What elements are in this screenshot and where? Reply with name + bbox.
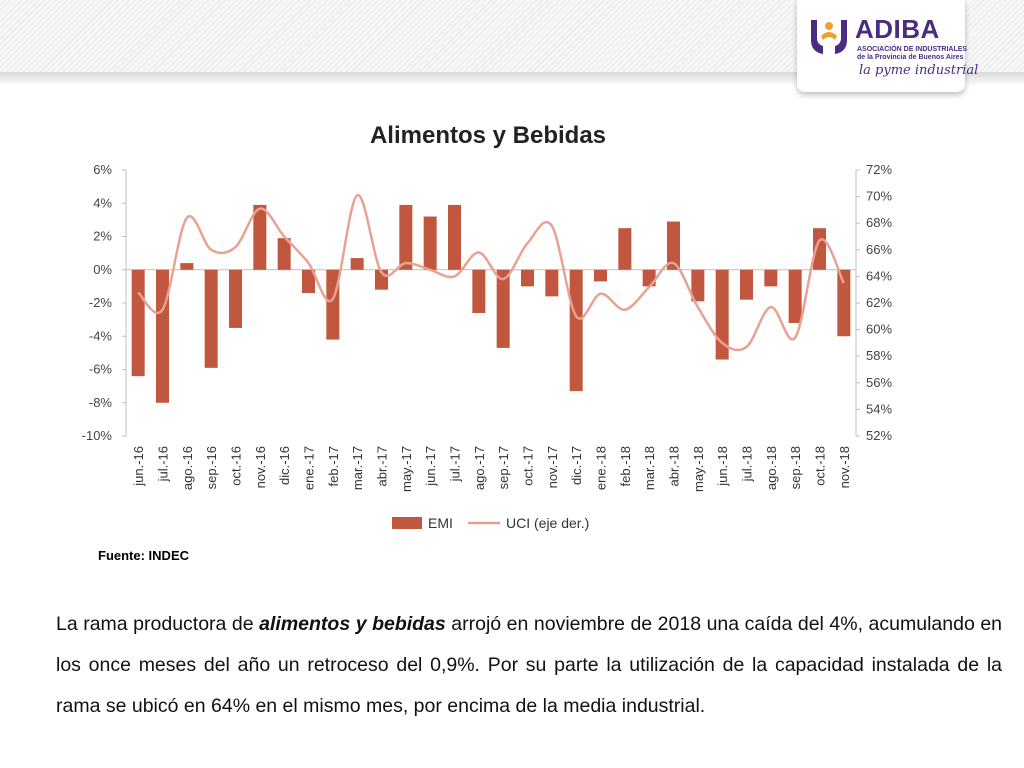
paragraph-text-end: arrojó en noviembre de 2018 una caída de… <box>56 613 1003 717</box>
chart-title: Alimentos y Bebidas <box>370 122 606 149</box>
emi-bar <box>667 221 680 270</box>
emi-bar <box>253 204 267 270</box>
category-label: jun.-16 <box>131 446 146 487</box>
legend-emi-label: EMI <box>428 515 453 531</box>
right-tick-label: 62% <box>866 295 892 310</box>
left-tick-label: 0% <box>93 262 112 277</box>
right-tick-label: 52% <box>866 428 892 443</box>
category-label: mar.-17 <box>350 446 365 490</box>
left-tick-label: -6% <box>89 362 113 377</box>
left-tick-label: -4% <box>89 328 113 343</box>
category-label: ago.-16 <box>180 446 195 490</box>
right-tick-label: 66% <box>866 242 892 257</box>
left-tick-label: 6% <box>93 162 112 177</box>
category-label: feb.-18 <box>618 446 633 486</box>
category-label: jun.-18 <box>715 446 730 487</box>
right-tick-label: 64% <box>866 268 892 283</box>
emi-bar <box>545 269 559 297</box>
summary-paragraph: La rama productora de alimentos y bebida… <box>56 604 1002 727</box>
category-label: dic.-17 <box>569 446 584 485</box>
emi-bar <box>691 269 705 302</box>
logo-hands-icon <box>811 20 847 54</box>
emi-bar <box>156 269 169 403</box>
category-label: may.-18 <box>691 446 706 492</box>
logo-subtitle-2: de la Provincia de Buenos Aires <box>857 54 964 61</box>
category-label: jul.-18 <box>740 446 755 482</box>
logo-name: ADIBA <box>855 14 940 44</box>
category-label: oct.-16 <box>229 446 244 486</box>
right-tick-label: 56% <box>866 375 892 390</box>
logo-subtitle: ASOCIACIÓN DE INDUSTRIALES <box>857 46 968 53</box>
emi-bar <box>764 269 778 287</box>
right-tick-label: 68% <box>866 215 892 230</box>
category-label: jul.-17 <box>448 446 463 482</box>
right-tick-label: 60% <box>866 322 892 337</box>
category-label: feb.-17 <box>326 446 341 486</box>
emi-bar <box>496 269 510 348</box>
emi-bar <box>448 204 461 270</box>
category-label: mar.-18 <box>642 446 657 490</box>
category-label: jul.-16 <box>156 446 171 482</box>
right-tick-label: 72% <box>866 162 892 177</box>
category-label: dic.-16 <box>277 446 292 485</box>
left-tick-label: 2% <box>93 229 112 244</box>
category-label: sep.-16 <box>204 446 219 489</box>
emi-bar <box>740 269 753 300</box>
logo-slogan: la pyme industrial <box>859 63 979 78</box>
category-label: ago.-18 <box>764 446 779 490</box>
emi-bar <box>399 204 413 270</box>
emi-bar <box>302 269 315 294</box>
left-tick-label: -8% <box>89 395 113 410</box>
right-tick-label: 70% <box>866 189 892 204</box>
emi-bar <box>837 269 851 337</box>
category-label: ago.-17 <box>472 446 487 490</box>
emi-bar <box>423 216 437 270</box>
paragraph-text-start: La rama productora de <box>56 613 260 635</box>
legend-emi-swatch <box>392 517 422 529</box>
left-tick-label: 4% <box>93 195 112 210</box>
right-tick-label: 54% <box>866 401 892 416</box>
emi-bar <box>472 269 486 313</box>
left-tick-label: -10% <box>82 428 113 443</box>
category-label: abr.-17 <box>375 446 390 486</box>
emi-bar <box>569 269 583 392</box>
emi-bar <box>521 269 534 287</box>
category-label: nov.-16 <box>253 446 268 488</box>
category-label: abr.-18 <box>667 446 682 486</box>
emi-bar <box>229 269 242 328</box>
category-label: nov.-18 <box>837 446 852 488</box>
emi-uci-chart: Alimentos y Bebidas -10% -8% -6% -4% -2% 0% 2% 4… <box>82 122 893 531</box>
source-note: Fuente: INDEC <box>98 548 189 563</box>
category-label: sep.-17 <box>496 446 511 489</box>
uci-line <box>137 194 845 352</box>
emi-bar <box>594 269 607 282</box>
emi-bar <box>131 269 145 377</box>
category-label: ene.-18 <box>594 446 609 490</box>
header-shadow <box>0 72 1024 86</box>
emi-bar <box>788 269 802 323</box>
category-label: oct.-17 <box>521 446 536 486</box>
emi-bar <box>715 269 729 360</box>
right-tick-label: 58% <box>866 348 892 363</box>
left-tick-label: -2% <box>89 295 113 310</box>
category-label: jun.-17 <box>423 446 438 487</box>
emi-bar <box>277 238 291 270</box>
emi-bar <box>350 258 364 270</box>
emi-bar <box>618 228 632 270</box>
emi-bar <box>204 269 218 368</box>
emi-bar <box>642 269 656 287</box>
category-label: oct.-18 <box>813 446 828 486</box>
legend-uci-label: UCI (eje der.) <box>506 515 589 531</box>
emi-bar <box>180 263 194 270</box>
paragraph-emphasis: alimentos y bebidas <box>259 613 446 635</box>
category-label: ene.-17 <box>302 446 317 490</box>
category-label: sep.-18 <box>788 446 803 489</box>
adiba-logo: ADIBA ASOCIACIÓN DE INDUSTRIALES de la P… <box>797 0 978 92</box>
category-label: nov.-17 <box>545 446 560 488</box>
category-label: may.-17 <box>399 446 414 492</box>
